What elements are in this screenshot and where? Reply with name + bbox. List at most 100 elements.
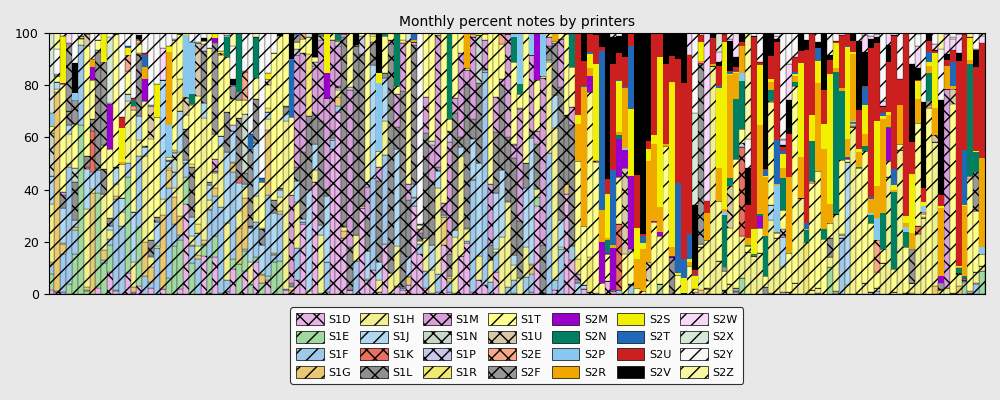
Bar bbox=[575, 34, 581, 115]
Bar bbox=[142, 67, 148, 79]
Bar bbox=[95, 40, 101, 50]
Bar bbox=[862, 134, 868, 146]
Bar bbox=[429, 145, 435, 181]
Bar bbox=[774, 238, 780, 294]
Bar bbox=[324, 98, 330, 189]
Bar bbox=[804, 230, 809, 242]
Bar bbox=[470, 180, 476, 292]
Bar bbox=[60, 208, 66, 243]
Bar bbox=[938, 290, 944, 294]
Bar bbox=[845, 33, 850, 46]
Bar bbox=[739, 34, 745, 42]
Bar bbox=[464, 70, 470, 84]
Bar bbox=[727, 74, 733, 75]
Bar bbox=[370, 34, 376, 36]
Bar bbox=[119, 198, 125, 212]
Bar bbox=[973, 152, 979, 172]
Bar bbox=[84, 34, 90, 46]
Bar bbox=[716, 52, 722, 62]
Bar bbox=[306, 33, 312, 37]
Bar bbox=[376, 73, 382, 83]
Bar bbox=[271, 213, 277, 253]
Bar bbox=[154, 222, 160, 246]
Bar bbox=[733, 71, 739, 72]
Bar bbox=[698, 33, 704, 35]
Bar bbox=[66, 164, 72, 167]
Bar bbox=[657, 56, 663, 207]
Bar bbox=[622, 254, 628, 294]
Bar bbox=[804, 223, 809, 229]
Bar bbox=[136, 44, 142, 53]
Bar bbox=[511, 144, 517, 145]
Bar bbox=[382, 73, 388, 78]
Bar bbox=[49, 264, 54, 274]
Bar bbox=[505, 34, 511, 137]
Bar bbox=[809, 115, 815, 141]
Bar bbox=[72, 33, 78, 63]
Bar bbox=[488, 245, 493, 260]
Bar bbox=[628, 252, 634, 284]
Bar bbox=[815, 42, 821, 48]
Bar bbox=[488, 260, 493, 282]
Bar bbox=[142, 276, 148, 294]
Bar bbox=[113, 184, 119, 196]
Bar bbox=[716, 66, 722, 86]
Bar bbox=[341, 238, 347, 294]
Bar bbox=[716, 62, 722, 66]
Bar bbox=[768, 34, 774, 56]
Bar bbox=[546, 62, 552, 153]
Bar bbox=[78, 33, 84, 36]
Bar bbox=[552, 280, 558, 290]
Bar bbox=[786, 100, 792, 134]
Bar bbox=[113, 33, 119, 34]
Bar bbox=[926, 101, 932, 105]
Bar bbox=[84, 33, 90, 34]
Bar bbox=[324, 73, 330, 98]
Bar bbox=[886, 162, 891, 176]
Bar bbox=[903, 227, 909, 232]
Bar bbox=[470, 179, 476, 180]
Bar bbox=[967, 37, 973, 38]
Bar bbox=[107, 218, 113, 226]
Bar bbox=[347, 33, 353, 87]
Bar bbox=[347, 290, 353, 294]
Bar bbox=[763, 34, 768, 170]
Bar bbox=[283, 121, 289, 288]
Bar bbox=[926, 66, 932, 73]
Bar bbox=[534, 80, 540, 131]
Bar bbox=[774, 40, 780, 42]
Bar bbox=[294, 202, 300, 248]
Bar bbox=[616, 80, 622, 132]
Bar bbox=[493, 33, 499, 97]
Bar bbox=[956, 266, 962, 267]
Bar bbox=[534, 206, 540, 294]
Bar bbox=[242, 198, 248, 250]
Bar bbox=[131, 262, 136, 287]
Bar bbox=[733, 33, 739, 57]
Bar bbox=[90, 131, 95, 172]
Bar bbox=[207, 40, 212, 48]
Bar bbox=[66, 125, 72, 134]
Bar bbox=[523, 188, 529, 247]
Bar bbox=[183, 35, 189, 97]
Bar bbox=[921, 218, 926, 294]
Bar bbox=[253, 99, 259, 143]
Bar bbox=[359, 208, 365, 294]
Bar bbox=[365, 280, 370, 283]
Bar bbox=[704, 240, 710, 288]
Bar bbox=[125, 163, 131, 177]
Bar bbox=[956, 52, 962, 61]
Bar bbox=[154, 117, 160, 217]
Bar bbox=[505, 137, 511, 201]
Bar bbox=[681, 33, 687, 83]
Bar bbox=[406, 257, 411, 276]
Bar bbox=[575, 162, 581, 259]
Bar bbox=[926, 105, 932, 108]
Bar bbox=[886, 177, 891, 294]
Bar bbox=[95, 193, 101, 288]
Bar bbox=[335, 112, 341, 294]
Bar bbox=[628, 46, 634, 108]
Bar bbox=[95, 33, 101, 40]
Bar bbox=[921, 212, 926, 214]
Bar bbox=[903, 33, 909, 216]
